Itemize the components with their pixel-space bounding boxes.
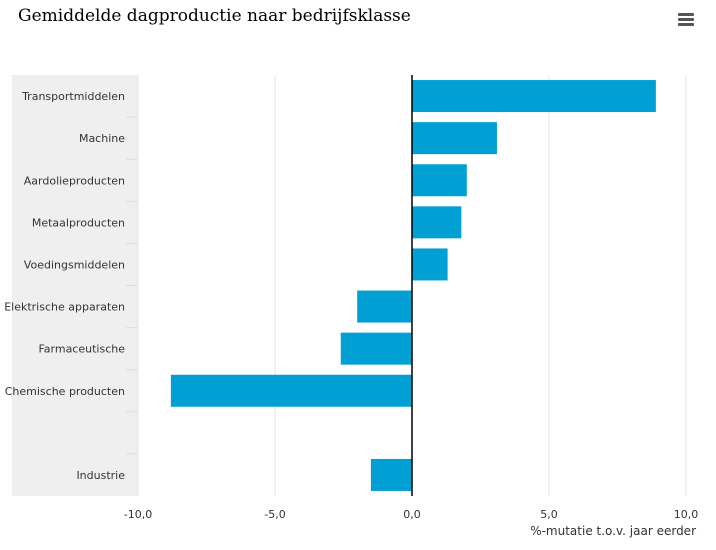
bar[interactable]: [412, 122, 497, 155]
x-tick-label: 5,0: [540, 508, 558, 521]
chart-title: Gemiddelde dagproductie naar bedrijfskla…: [18, 6, 411, 26]
bar[interactable]: [170, 374, 412, 407]
category-label: Transportmiddelen: [21, 90, 125, 103]
gridlines: [137, 75, 687, 496]
bar[interactable]: [412, 248, 448, 281]
category-label: Industrie: [76, 469, 125, 482]
bars: [170, 80, 656, 491]
bar[interactable]: [412, 164, 467, 197]
x-tick-label: 10,0: [674, 508, 699, 521]
x-axis-title: %-mutatie t.o.v. jaar eerder: [530, 524, 696, 538]
category-label: Aardolieproducten: [24, 174, 125, 187]
x-tick-label: -5,0: [264, 508, 285, 521]
category-label: Metaalproducten: [32, 216, 125, 229]
hamburger-menu-icon[interactable]: [674, 10, 698, 30]
bar[interactable]: [340, 332, 412, 365]
category-labels: Transportmiddelen Machine Aardolieproducte…: [4, 90, 125, 482]
x-tick-label: 0,0: [403, 508, 421, 521]
category-label: Machine: [79, 132, 125, 145]
bar[interactable]: [412, 80, 656, 113]
category-label: Farmaceutische: [38, 343, 125, 356]
category-label: Chemische producten: [5, 385, 125, 398]
category-label: Voedingsmiddelen: [24, 258, 125, 271]
x-tick-labels: -10,0 -5,0 0,0 5,0 10,0: [124, 508, 698, 521]
category-band: [12, 75, 138, 496]
category-band-area: [12, 75, 138, 496]
bar[interactable]: [357, 290, 412, 323]
bar[interactable]: [370, 458, 412, 491]
bar[interactable]: [412, 206, 462, 239]
category-label: Elektrische apparaten: [4, 301, 125, 314]
x-tick-label: -10,0: [124, 508, 152, 521]
